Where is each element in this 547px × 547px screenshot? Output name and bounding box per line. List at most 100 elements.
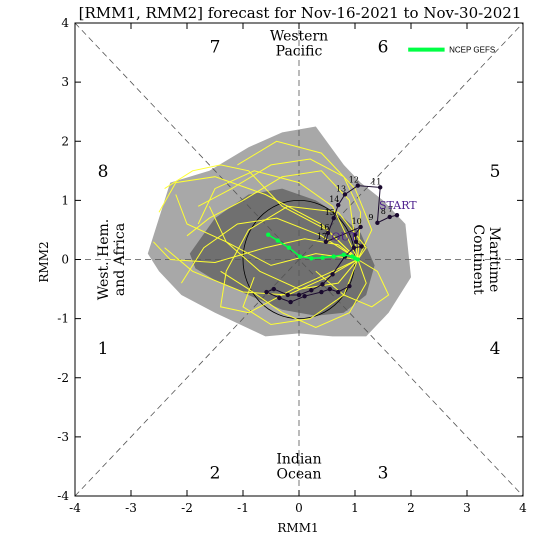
x-tick-label: 0 [295, 501, 303, 515]
ensemble-member-line [164, 164, 359, 260]
y-tick-label: -2 [57, 371, 69, 385]
observed-point [323, 239, 329, 244]
ensemble-mean-point [275, 238, 280, 243]
x-tick-label: 1 [351, 501, 359, 515]
ensemble-member-line [220, 259, 367, 329]
observed-point [285, 292, 290, 298]
observed-point [331, 215, 336, 221]
y-tick-label: -1 [57, 312, 69, 326]
observed-point [358, 224, 363, 230]
observed-point [320, 282, 325, 287]
y-tick-label: -3 [57, 430, 69, 444]
y-tick-label: 2 [61, 134, 69, 148]
phase-label-4: 4 [490, 339, 501, 359]
observed-point [336, 289, 341, 295]
phase-label-5: 5 [490, 162, 501, 182]
observed-point-label: 12 [349, 176, 359, 185]
phase-label-2: 2 [210, 463, 221, 483]
observed-point [355, 183, 360, 188]
y-axis-label: RMM2 [37, 241, 51, 282]
observed-point [342, 192, 348, 197]
observed-point [327, 286, 332, 292]
y-tick-label: 1 [61, 193, 69, 207]
observed-point [351, 245, 357, 250]
observed-point [353, 239, 359, 244]
region-left-line2: and Africa [112, 223, 128, 296]
x-tick-label: -1 [237, 501, 249, 515]
observed-point [336, 202, 341, 208]
y-tick-label: 3 [61, 75, 69, 89]
ensemble-mean-point [320, 255, 325, 260]
ensemble-member-line [175, 194, 358, 266]
observed-point-label: 11 [371, 177, 381, 186]
observed-point-label: 9 [368, 213, 373, 222]
ensemble-mean-point [286, 245, 292, 250]
region-right-line2: Continent [470, 224, 486, 295]
observed-point [271, 286, 276, 292]
x-tick-label: -2 [181, 501, 193, 515]
observed-point-label: 7 [388, 205, 393, 214]
legend-label: NCEP GEFS [449, 46, 495, 55]
phase-label-6: 6 [378, 38, 389, 58]
region-bottom-line1: Indian [276, 451, 321, 467]
x-tick-label: 3 [463, 501, 471, 515]
x-tick-label: -3 [125, 501, 137, 515]
observed-point [309, 288, 314, 293]
region-left: West. Hem. and Africa [96, 219, 128, 300]
region-bottom-line2: Ocean [277, 466, 322, 482]
observed-point [325, 230, 331, 236]
y-tick-label: 0 [61, 253, 69, 267]
region-top-line2: Pacific [276, 44, 323, 60]
observed-point [359, 244, 364, 249]
x-tick-label: 4 [519, 501, 527, 515]
phase-label-1: 1 [98, 339, 109, 359]
chart-title: [RMM1, RMM2] forecast for Nov-16-2021 to… [79, 4, 522, 22]
x-tick-label: 2 [407, 501, 415, 515]
observed-point [296, 292, 302, 298]
observed-point-label: 8 [381, 207, 386, 216]
ensemble-mean-point [266, 232, 271, 237]
phase-label-3: 3 [378, 463, 389, 483]
observed-path-line [265, 185, 398, 303]
observed-point [387, 214, 392, 220]
start-marker: START [379, 199, 417, 212]
y-tick-label: -4 [57, 489, 69, 503]
ensemble-mean-point [331, 254, 336, 259]
ensemble-member-line [180, 217, 359, 284]
observed-point [394, 212, 400, 218]
ensemble-member-line [186, 170, 359, 260]
region-left-line1: West. Hem. [96, 219, 112, 300]
ensemble-member-line [153, 238, 359, 264]
observed-point-label: 16 [319, 223, 329, 232]
ensemble-mean-point [341, 252, 346, 257]
ensemble-member-line [208, 206, 359, 290]
ensemble-member-line [237, 140, 373, 260]
observed-point [378, 185, 383, 190]
region-right-line1: Maritime [486, 227, 502, 293]
observed-point-label: 10 [352, 217, 362, 226]
observed-point [302, 293, 307, 299]
ensemble-member-line [242, 259, 359, 326]
y-tick-label: 4 [61, 16, 69, 30]
observed-point [264, 289, 269, 295]
phase-label-7: 7 [210, 38, 221, 58]
x-axis-label: RMM1 [277, 521, 318, 535]
ensemble-member-line [197, 158, 362, 260]
ensemble-member-line [197, 170, 359, 260]
spread-inner [189, 188, 375, 316]
observed-point-label: 17 [317, 232, 327, 241]
observed-point [330, 272, 335, 277]
observed-point [277, 295, 282, 301]
observed-point-label: 15 [325, 208, 335, 217]
ensemble-mean-point [297, 254, 303, 259]
observed-point [352, 232, 358, 237]
observed-point [288, 299, 293, 305]
ensemble-member-line [220, 259, 359, 314]
guide-diagonal-up [74, 22, 524, 497]
ensemble-mean-point [350, 254, 355, 259]
observed-point [347, 283, 352, 289]
observed-point [375, 220, 380, 226]
